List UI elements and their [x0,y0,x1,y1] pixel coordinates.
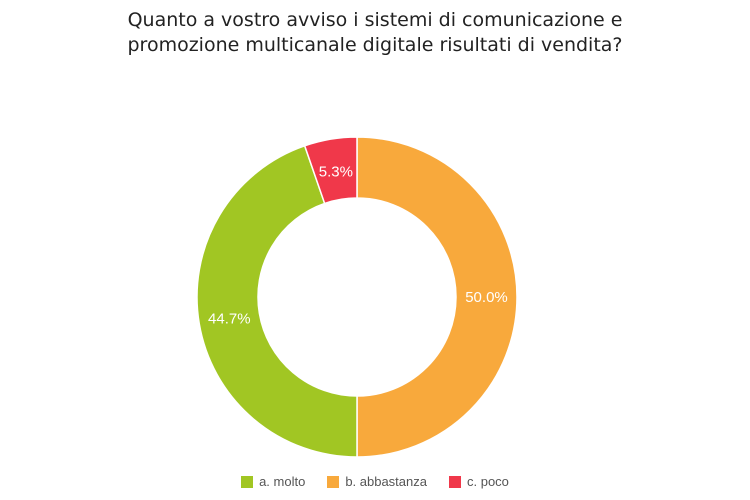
legend-label-abbastanza: b. abbastanza [345,474,427,489]
legend-item-molto[interactable]: a. molto [241,474,305,489]
chart-legend: a. molto b. abbastanza c. poco [0,474,750,489]
legend-item-abbastanza[interactable]: b. abbastanza [327,474,427,489]
chart-title: Quanto a vostro avviso i sistemi di comu… [0,8,750,58]
chart-title-line-2: promozione multicanale digitale risultat… [127,34,623,56]
slice-label-poco: 5.3% [319,163,353,180]
chart-title-line-1: Quanto a vostro avviso i sistemi di comu… [127,9,623,31]
legend-label-molto: a. molto [259,474,306,489]
slice-label-molto: 44.7% [208,310,251,327]
legend-item-poco[interactable]: c. poco [449,474,509,489]
slice-molto[interactable] [196,144,358,458]
slice-poco[interactable] [303,136,358,205]
legend-swatch-poco [449,475,461,488]
slice-label-abbastanza: 50.0% [465,289,508,306]
legend-swatch-abbastanza [327,475,340,488]
slice-abbastanza[interactable] [356,136,518,458]
legend-swatch-molto [241,475,254,488]
legend-label-poco: c. poco [467,474,509,489]
